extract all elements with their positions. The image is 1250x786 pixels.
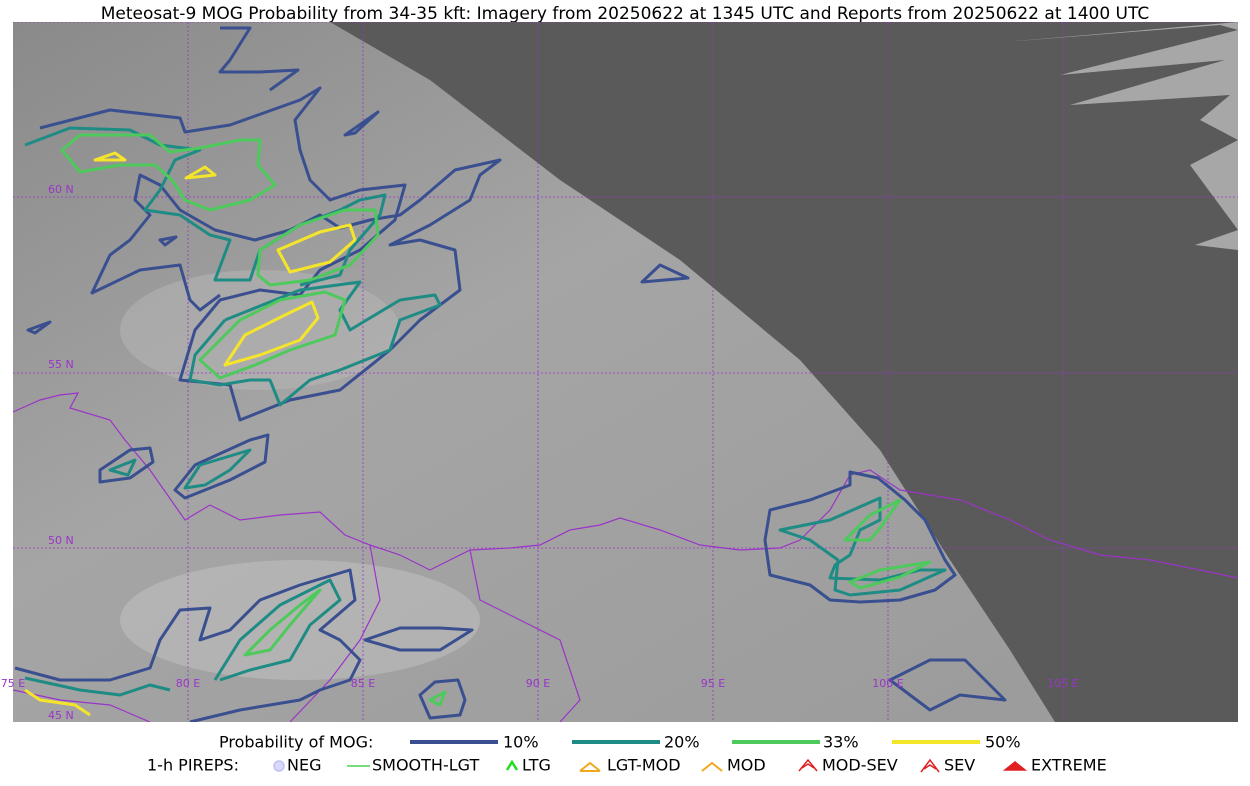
- contour: [39, 86, 502, 422]
- icon-ltg: [505, 759, 519, 771]
- cloud: [120, 270, 400, 390]
- border: [13, 689, 151, 722]
- legend-label: 33%: [823, 733, 859, 752]
- contour: [763, 470, 957, 604]
- pirep-label: LTG: [522, 756, 551, 775]
- contour: [108, 448, 252, 490]
- lon-label: 100 E: [872, 677, 903, 690]
- contour: [60, 133, 277, 212]
- contour: [843, 498, 932, 590]
- border: [289, 544, 381, 722]
- contour: [26, 110, 380, 335]
- contour: [888, 658, 1007, 712]
- title: Meteosat-9 MOG Probability from 34-35 kf…: [101, 4, 1150, 24]
- icon-extreme: [1002, 761, 1028, 771]
- icon-mod-sev: [801, 763, 815, 769]
- lat-label: 60 N: [48, 183, 74, 196]
- map: [13, 22, 1238, 722]
- lon-label: 90 E: [526, 677, 550, 690]
- contour: [640, 263, 690, 284]
- scan-artifact: [1005, 22, 1238, 250]
- pirep-label: MOD: [727, 756, 766, 775]
- contour: [188, 280, 442, 407]
- pirep-label: LGT-MOD: [607, 756, 681, 775]
- contour: [218, 26, 300, 92]
- contour: [173, 433, 270, 500]
- icon-mod: [701, 761, 723, 772]
- pirep-label: NEG: [287, 756, 321, 775]
- contour: [223, 300, 320, 367]
- contour: [418, 678, 467, 720]
- map-labels: 60 N 55 N 50 N 45 N 75 E 80 E 85 E 90 E …: [1, 183, 1079, 722]
- contour: [243, 588, 447, 707]
- pirep-label: SEV: [944, 756, 975, 775]
- contour: [93, 151, 217, 180]
- lon-label: 105 E: [1047, 677, 1078, 690]
- contour: [24, 688, 91, 717]
- icon-lgt-mod: [579, 761, 601, 772]
- border: [469, 549, 581, 722]
- pirep-label: EXTREME: [1031, 756, 1107, 775]
- legend-label: 10%: [503, 733, 539, 752]
- contour: [198, 290, 347, 380]
- contour: [363, 626, 474, 652]
- lon-label: 75 E: [1, 677, 25, 690]
- pirep-label: SMOOTH-LGT: [372, 756, 479, 775]
- icon-mod-sev: [798, 758, 818, 772]
- pirep-title: 1-h PIREPS:: [147, 756, 239, 775]
- lon-label: 80 E: [176, 677, 200, 690]
- legend-label: 20%: [664, 733, 700, 752]
- legend: Probability of MOG: 10% 20% 33% 50% 1-h …: [147, 733, 1107, 775]
- contour: [24, 578, 342, 697]
- contour: [98, 446, 155, 484]
- cloud: [120, 560, 480, 680]
- icon-neg: [273, 760, 285, 772]
- contour: [256, 208, 380, 287]
- pirep-icons: [273, 758, 1028, 773]
- legend-title: Probability of MOG:: [219, 733, 373, 752]
- lat-label: 55 N: [48, 358, 74, 371]
- icon-sev: [920, 758, 940, 773]
- graticule: [13, 22, 1238, 722]
- contour: [24, 126, 387, 287]
- pirep-label: MOD-SEV: [822, 756, 898, 775]
- lat-label: 50 N: [48, 534, 74, 547]
- lon-label: 95 E: [701, 677, 725, 690]
- contour: [276, 223, 357, 274]
- contours: [14, 26, 1007, 722]
- icon-sev: [923, 764, 937, 770]
- lat-label: 45 N: [48, 709, 74, 722]
- legend-label: 50%: [985, 733, 1021, 752]
- contour: [778, 496, 947, 597]
- lon-label: 85 E: [351, 677, 375, 690]
- contour: [14, 568, 362, 722]
